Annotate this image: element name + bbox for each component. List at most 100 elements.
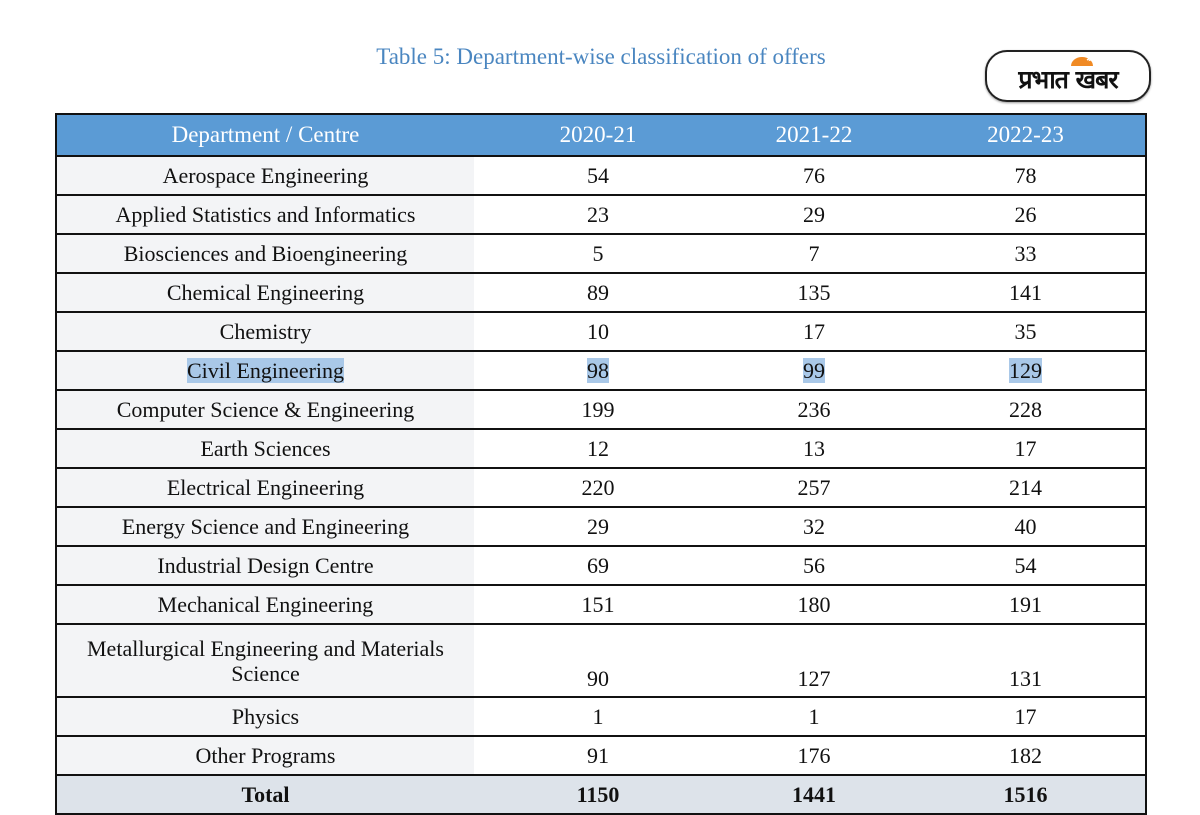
offer-count: 17 [1014,436,1037,461]
value-cell: 1150 [474,774,722,814]
header-department: Department / Centre [56,114,474,156]
department-name: Aerospace Engineering [162,163,369,188]
offer-count: 135 [797,280,831,305]
value-cell: 141 [906,272,1146,312]
department-name: Mechanical Engineering [157,592,374,617]
table-row: Mechanical Engineering 151 180 191 [56,584,1146,624]
offer-count: 1 [592,704,604,729]
offer-count: 17 [803,319,825,344]
value-cell: 214 [906,467,1146,507]
value-cell: 29 [722,194,906,234]
offer-count: 54 [1014,553,1037,578]
offer-count: 5 [592,241,604,266]
department-cell: Aerospace Engineering [56,155,474,195]
department-cell: Other Programs [56,735,474,775]
offer-count: 29 [803,202,825,227]
department-name: Other Programs [195,743,336,768]
offer-count: 257 [797,475,831,500]
offer-count: 89 [587,280,609,305]
department-cell: Applied Statistics and Informatics [56,194,474,234]
table-row: Industrial Design Centre 69 56 54 [56,545,1146,585]
department-cell: Energy Science and Engineering [56,506,474,546]
value-cell: 91 [474,735,722,775]
value-cell: 40 [906,506,1146,546]
value-cell: 23 [474,194,722,234]
table-row: Biosciences and Bioengineering 5 7 33 [56,233,1146,273]
table-caption: Table 5: Department-wise classification … [376,44,826,69]
table-row: Computer Science & Engineering 199 236 228 [56,389,1146,429]
value-cell: 127 [722,623,906,697]
table-row: Chemical Engineering 89 135 141 [56,272,1146,312]
value-cell: 236 [722,389,906,429]
department-cell: Earth Sciences [56,428,474,468]
table-row: Energy Science and Engineering 29 32 40 [56,506,1146,546]
table-row: Aerospace Engineering 54 76 78 [56,155,1146,195]
offer-count: 98 [587,358,609,383]
department-name: Industrial Design Centre [157,553,374,578]
value-cell: 54 [474,155,722,195]
offer-count: 176 [797,743,831,768]
value-cell: 89 [474,272,722,312]
value-cell: 1441 [722,774,906,814]
offer-count: 33 [1014,241,1037,266]
value-cell: 10 [474,311,722,351]
offer-count: 35 [1014,319,1037,344]
value-cell: 176 [722,735,906,775]
department-cell: Chemistry [56,311,474,351]
value-cell: 5 [474,233,722,273]
department-cell: Biosciences and Bioengineering [56,233,474,273]
department-name: Civil Engineering [186,358,345,383]
value-cell: 135 [722,272,906,312]
value-cell: 69 [474,545,722,585]
offer-count: 32 [803,514,825,539]
table-row: Civil Engineering 98 99 129 [56,350,1146,390]
offer-count: 127 [797,666,831,691]
offer-count: 129 [1009,358,1042,383]
offer-count: 17 [1014,704,1037,729]
department-cell: Computer Science & Engineering [56,389,474,429]
department-name: Applied Statistics and Informatics [115,202,416,227]
value-cell: 220 [474,467,722,507]
value-cell: 78 [906,155,1146,195]
value-cell: 131 [906,623,1146,697]
department-name: Energy Science and Engineering [121,514,410,539]
offer-count: 220 [581,475,615,500]
offer-count: 56 [803,553,825,578]
offer-count: 214 [1009,475,1042,500]
value-cell: 199 [474,389,722,429]
department-cell: Physics [56,696,474,736]
offer-count: 26 [1014,202,1037,227]
department-name: Metallurgical Engineering and Materials … [87,635,444,686]
department-cell: Mechanical Engineering [56,584,474,624]
table-row: Electrical Engineering 220 257 214 [56,467,1146,507]
table-row: Applied Statistics and Informatics 23 29 26 [56,194,1146,234]
offer-count: 182 [1009,743,1042,768]
offer-count: 91 [587,743,609,768]
offer-count: 191 [1009,592,1042,617]
value-cell: 99 [722,350,906,390]
department-cell: Total [56,774,474,814]
department-cell: Electrical Engineering [56,467,474,507]
table-row: Physics 1 1 17 [56,696,1146,736]
department-cell: Chemical Engineering [56,272,474,312]
value-cell: 90 [474,623,722,697]
offer-count: 151 [581,592,615,617]
header-2021-22: 2021-22 [722,114,906,156]
table-row: Metallurgical Engineering and Materials … [56,623,1146,697]
offer-count: 40 [1014,514,1037,539]
value-cell: 76 [722,155,906,195]
value-cell: 26 [906,194,1146,234]
value-cell: 56 [722,545,906,585]
value-cell: 1 [474,696,722,736]
header-2020-21: 2020-21 [474,114,722,156]
value-cell: 228 [906,389,1146,429]
value-cell: 180 [722,584,906,624]
department-name: Chemistry [219,319,312,344]
prabhat-khabar-logo: प्रभात खबर [985,50,1151,102]
department-name: Chemical Engineering [166,280,365,305]
sun-bird-icon [1071,56,1095,66]
value-cell: 129 [906,350,1146,390]
value-cell: 98 [474,350,722,390]
table-row: Other Programs 91 176 182 [56,735,1146,775]
table-header-row: Department / Centre 2020-21 2021-22 2022… [56,114,1146,156]
